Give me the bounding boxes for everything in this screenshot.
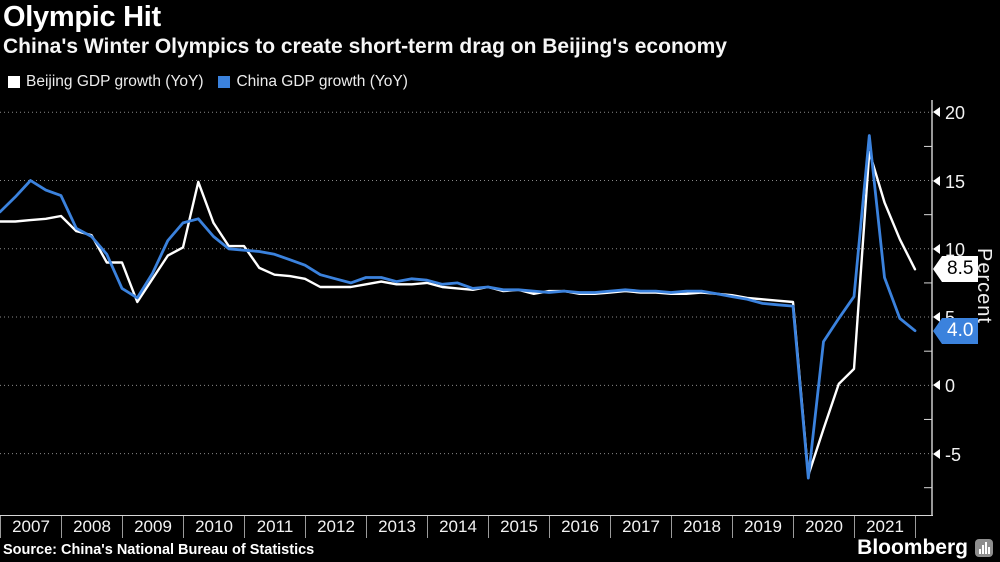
end-value-tag-beijing: 8.5: [932, 256, 979, 282]
x-axis-year-labels: 2007 2008 2009 2010 2011 2012 2013 2014 2015 2016…: [0, 516, 916, 538]
x-axis-line: [0, 515, 933, 516]
y-axis-title: Percent: [973, 248, 995, 324]
page-title: Olympic Hit: [3, 1, 161, 33]
year-label: 2018: [671, 516, 732, 538]
y-tick-triangle-icon: [933, 107, 940, 118]
series-line-china: [0, 134, 917, 480]
year-label: 2007: [0, 516, 61, 538]
y-tick-triangle-icon: [933, 175, 940, 186]
year-label: 2014: [427, 516, 488, 538]
year-label: 2021: [854, 516, 915, 538]
bloomberg-wordmark: Bloomberg: [857, 536, 968, 559]
y-tick-label: 20: [945, 103, 966, 124]
legend-label-beijing: Beijing GDP growth (YoY): [26, 73, 204, 90]
bloomberg-bars-icon: [975, 539, 993, 557]
y-tick-label: 15: [945, 171, 966, 192]
year-label: 2020: [793, 516, 854, 538]
source-note: Source: China's National Bureau of Stati…: [3, 542, 315, 558]
year-label: 2015: [488, 516, 549, 538]
year-label: 2012: [305, 516, 366, 538]
year-label: 2009: [122, 516, 183, 538]
legend-swatch-blue-icon: [218, 76, 231, 88]
y-tick-label: -5: [945, 444, 962, 465]
legend: Beijing GDP growth (YoY) China GDP growt…: [8, 73, 408, 91]
y-tick-triangle-icon: [933, 312, 940, 323]
year-label: 2011: [244, 516, 305, 538]
page-subtitle: China's Winter Olympics to create short-…: [3, 35, 727, 58]
end-value-tag-china: 4.0: [932, 318, 979, 344]
series-line-beijing: [0, 150, 917, 477]
y-tick-triangle-icon: [933, 243, 940, 254]
y-tick-label: 0: [945, 376, 956, 397]
legend-item-beijing: Beijing GDP growth (YoY): [8, 73, 203, 91]
legend-swatch-white-icon: [8, 76, 20, 88]
y-tick-triangle-icon: [933, 380, 940, 391]
y-tick-label: 10: [945, 239, 966, 260]
year-separator: [915, 516, 916, 538]
y-tick-triangle-icon: [933, 448, 940, 459]
year-label: 2019: [732, 516, 793, 538]
chart-plot: [0, 100, 933, 515]
year-label: 2013: [366, 516, 427, 538]
legend-label-china: China GDP growth (YoY): [236, 73, 408, 90]
year-label: 2010: [183, 516, 244, 538]
year-label: 2017: [610, 516, 671, 538]
bloomberg-logo: Bloomberg: [857, 536, 993, 560]
legend-item-china: China GDP growth (YoY): [218, 73, 408, 91]
year-label: 2016: [549, 516, 610, 538]
year-label: 2008: [61, 516, 122, 538]
